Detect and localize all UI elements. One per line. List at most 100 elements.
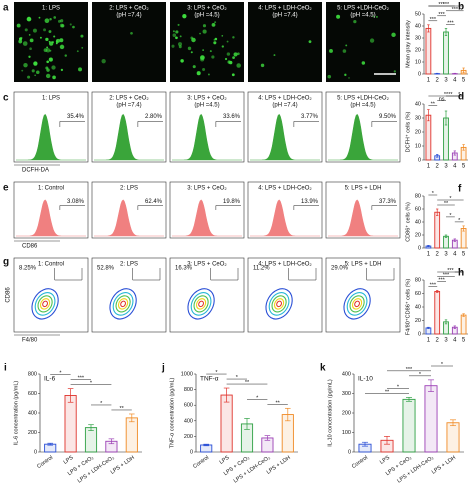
- y-axis-label: DCFH⁺ cells (%): [404, 111, 411, 152]
- x-tick-label: 1: [427, 338, 431, 344]
- cell: [18, 37, 23, 41]
- error-bar: [453, 325, 457, 329]
- significance-label: **: [275, 400, 280, 406]
- panel-label: (pH =4.5): [194, 13, 219, 19]
- cell: [28, 55, 31, 58]
- panel-label: 1: LPS: [42, 6, 60, 12]
- y-tick-label: 200: [28, 430, 37, 436]
- cell: [52, 75, 56, 80]
- error-bar: [405, 397, 413, 402]
- plot-frame: [91, 181, 167, 239]
- panel-label: 5: LPS + LDH: [345, 262, 382, 268]
- cell: [361, 61, 366, 65]
- cell: [342, 49, 347, 53]
- density-contour: [37, 295, 53, 313]
- error-bar: [453, 238, 457, 242]
- cell: [80, 34, 84, 38]
- cell: [191, 37, 196, 43]
- y-tick-label: 40: [415, 101, 421, 107]
- x-tick-label: LPS: [379, 455, 391, 466]
- cell: [273, 54, 276, 57]
- y-tick-label: 800: [184, 387, 193, 393]
- cell: [16, 23, 21, 28]
- x-tick-label: LPS + LDH: [431, 455, 457, 476]
- x-tick-label: 3: [444, 252, 448, 258]
- x-axis-label: CD86: [22, 244, 38, 250]
- significance-label: ***: [430, 17, 437, 23]
- cell: [327, 74, 332, 79]
- y-tick-label: 60: [415, 291, 421, 297]
- cell: [33, 61, 38, 66]
- panel-letter: j: [161, 363, 165, 374]
- error-bar: [444, 234, 448, 238]
- density-contour: [187, 288, 215, 320]
- panel-letter: g: [3, 257, 9, 268]
- panel-letter: c: [3, 93, 9, 104]
- cell: [57, 19, 61, 23]
- x-tick-label: Control: [351, 455, 369, 470]
- error-bar: [108, 438, 115, 445]
- panel-label: (pH =7.4): [272, 13, 297, 19]
- y-tick-label: 400: [342, 371, 351, 377]
- y-tick-label: 30: [415, 115, 421, 121]
- bar: [402, 398, 416, 453]
- error-bar: [223, 387, 230, 403]
- cell: [207, 73, 210, 76]
- significance-label: **: [245, 380, 250, 386]
- histogram: [16, 113, 86, 161]
- density-contour: [195, 298, 207, 310]
- cell: [260, 63, 265, 68]
- plot-frame: [247, 257, 323, 333]
- cell: [372, 15, 375, 18]
- panel-label: (pH =7.4): [272, 103, 297, 109]
- x-tick-label: LPS: [63, 455, 75, 466]
- cell: [60, 19, 64, 23]
- bar: [434, 291, 441, 335]
- cell: [329, 49, 333, 53]
- cell: [214, 37, 218, 41]
- gate-percent: 16.3%: [175, 266, 193, 272]
- panel-letter: f: [458, 184, 462, 195]
- error-bar: [284, 407, 291, 422]
- x-axis-label: DCFH-DA: [22, 168, 49, 174]
- x-tick-label: 5: [462, 338, 466, 344]
- error-bar: [427, 379, 435, 392]
- density-contour: [268, 292, 290, 316]
- y-tick-label: 20: [415, 47, 421, 53]
- significance-label: *: [90, 381, 93, 387]
- significance-label: ***: [78, 376, 85, 382]
- significance-label: ***: [447, 268, 454, 274]
- error-bar: [427, 24, 430, 33]
- error-bar: [435, 72, 439, 75]
- y-tick-label: 0: [34, 449, 37, 455]
- bar: [220, 394, 233, 453]
- panel-label: 3: LPS + CeO₂: [187, 262, 227, 268]
- y-tick-label: 200: [342, 410, 351, 416]
- gate: [210, 268, 239, 281]
- panel-label: 3: LPS + CeO₂: [187, 186, 227, 192]
- panel-label: 4: LPS + LDH-CeO₂: [258, 96, 312, 102]
- panel-label: 2: LPS + CeO₂: [109, 6, 149, 12]
- cell: [43, 28, 46, 32]
- error-bar: [47, 442, 54, 446]
- micrograph: [170, 2, 244, 82]
- significance-label: ***: [438, 12, 445, 18]
- gate: [59, 121, 85, 127]
- gate-percent: 35.4%: [67, 114, 85, 120]
- significance-label: *: [100, 401, 103, 407]
- significance-label: **: [431, 102, 436, 108]
- error-bar: [462, 313, 465, 317]
- gate-percent: 8.25%: [19, 266, 37, 272]
- gate: [132, 268, 161, 281]
- y-tick-label: 300: [342, 391, 351, 397]
- cell: [59, 23, 64, 28]
- bar: [84, 427, 98, 453]
- significance-label: ***: [430, 282, 437, 288]
- cell: [209, 50, 212, 53]
- plot-frame: [13, 257, 89, 333]
- cell: [233, 52, 238, 57]
- cell: [172, 33, 177, 37]
- significance-label: *: [256, 395, 259, 401]
- y-tick-label: 30: [415, 35, 421, 41]
- histogram: [328, 199, 398, 237]
